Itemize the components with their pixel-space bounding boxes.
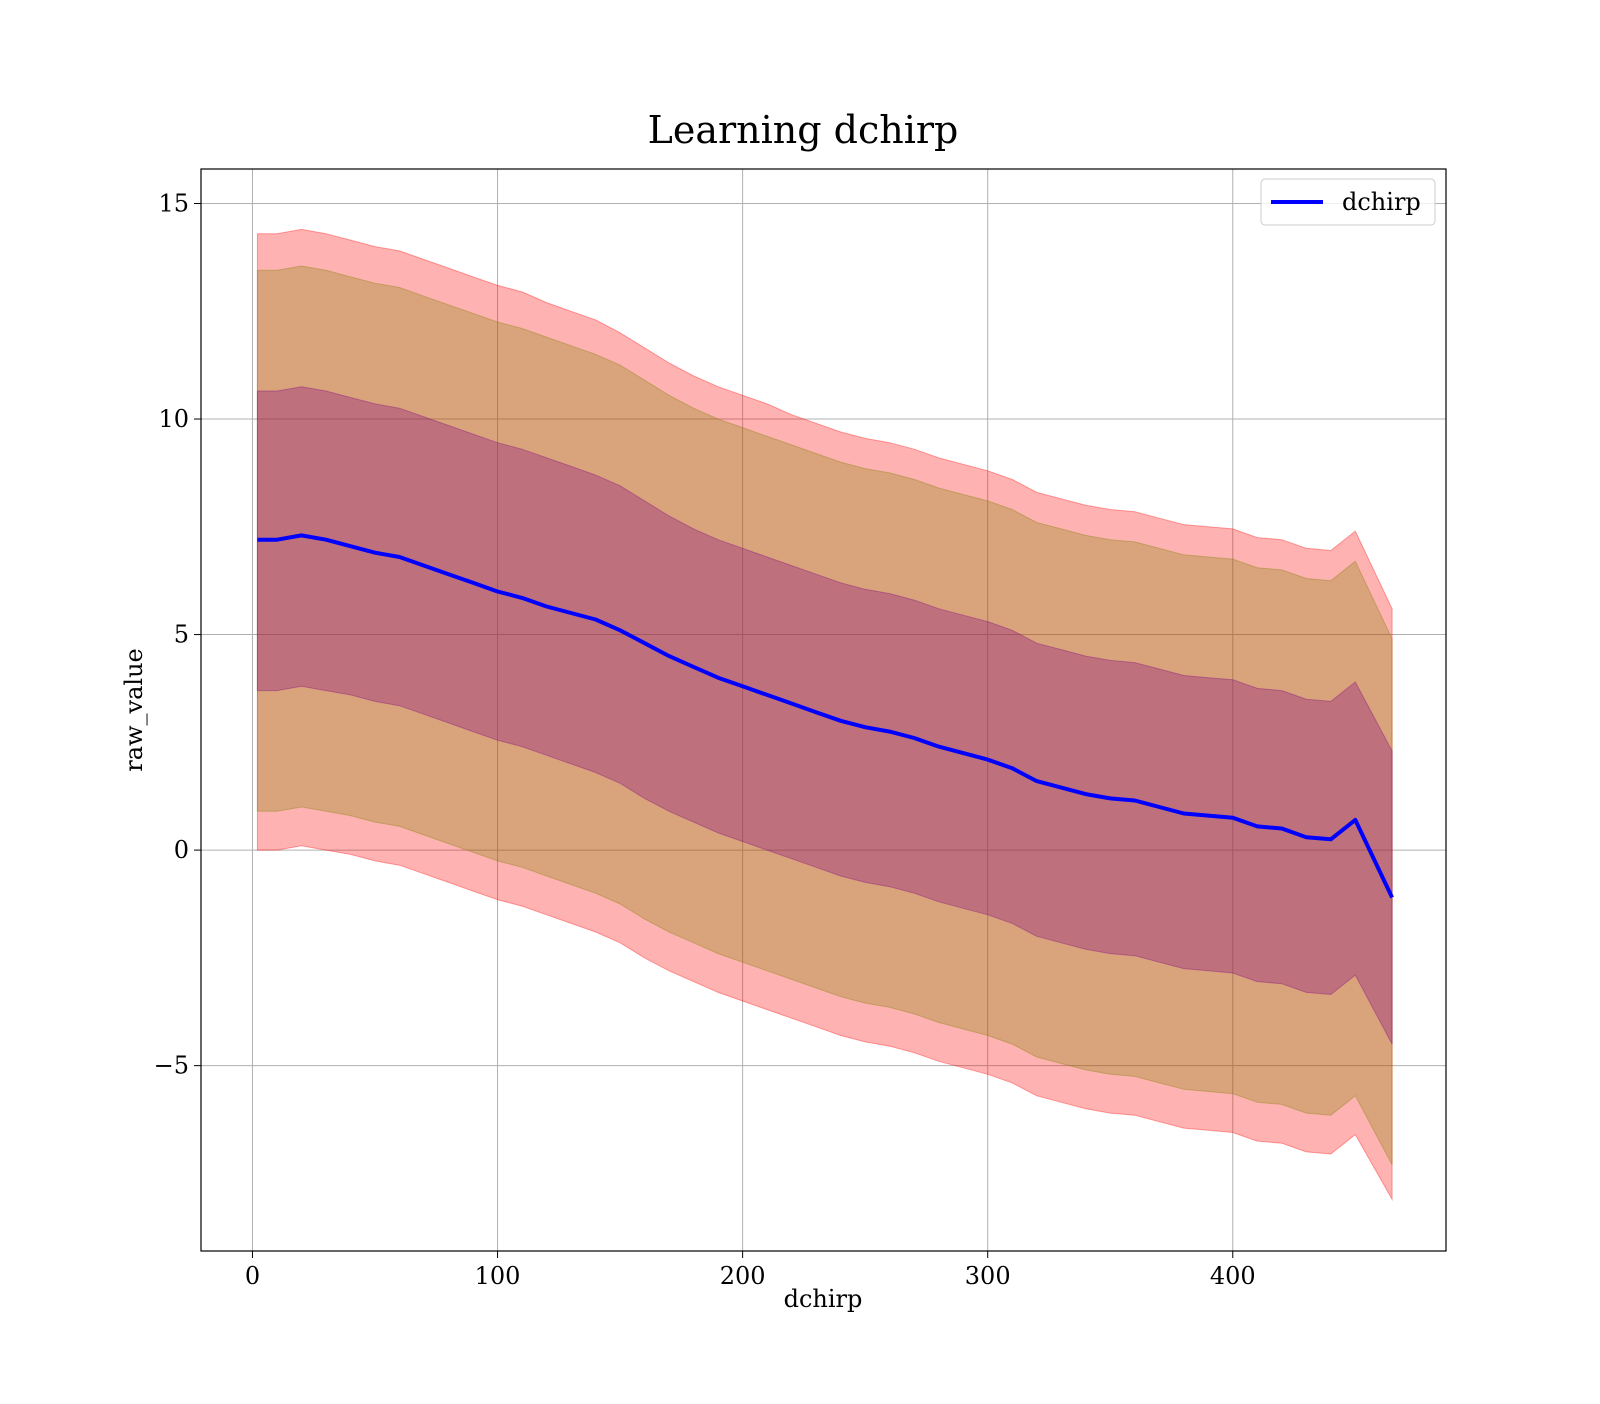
grid-lines bbox=[201, 169, 1446, 1251]
series-lines bbox=[257, 533, 1394, 899]
legend-label-dchirp: dchirp bbox=[1342, 188, 1421, 216]
x-tick-label: 200 bbox=[720, 1262, 766, 1290]
legend: dchirp bbox=[1260, 178, 1436, 226]
y-tick-label: 5 bbox=[174, 621, 189, 649]
legend-box bbox=[1260, 178, 1436, 226]
x-axis-ticks: 0 100 200 300 400 bbox=[245, 1251, 1256, 1290]
y-tick-label: 15 bbox=[158, 189, 189, 217]
x-tick-label: 300 bbox=[965, 1262, 1011, 1290]
series-line-dchirp bbox=[257, 533, 1394, 899]
x-tick-label: 0 bbox=[245, 1262, 260, 1290]
x-axis-label: dchirp bbox=[784, 1285, 863, 1313]
y-tick-label: −5 bbox=[154, 1052, 189, 1080]
x-tick-label: 400 bbox=[1210, 1262, 1256, 1290]
y-axis-ticks: −5 0 5 10 15 bbox=[154, 189, 201, 1080]
y-axis-label: raw_value bbox=[120, 648, 148, 772]
chart-title: Learning dchirp bbox=[648, 108, 959, 152]
y-tick-label: 10 bbox=[158, 405, 189, 433]
plot-frame bbox=[200, 168, 1447, 1252]
y-tick-label: 0 bbox=[174, 836, 189, 864]
x-tick-label: 100 bbox=[475, 1262, 521, 1290]
